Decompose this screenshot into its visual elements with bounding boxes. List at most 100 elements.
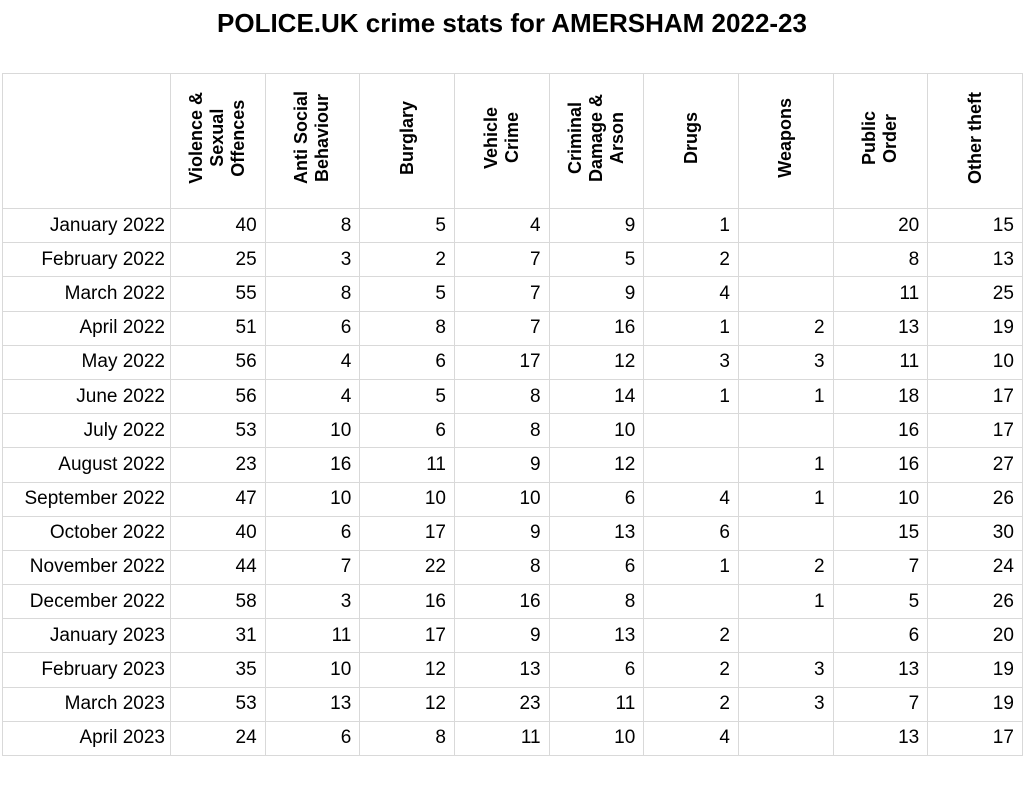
cell: 56: [170, 378, 266, 415]
cell: 22: [359, 549, 455, 586]
row-label: February 2022: [2, 242, 171, 278]
cell: [737, 276, 834, 312]
cell: 3: [737, 344, 834, 380]
cell: 5: [359, 207, 455, 244]
header-line: Sexual: [207, 108, 228, 168]
data-row: June 2022 56 4 5 8 14 1 1 18 17: [2, 378, 1023, 415]
data-row: July 2022 53 10 6 8 10 16 17: [2, 413, 1023, 449]
cell: 1: [643, 549, 739, 586]
cell: 16: [359, 584, 455, 620]
cell: 10: [548, 720, 645, 757]
cell: 19: [927, 686, 1023, 722]
cell: [737, 618, 834, 654]
data-row: March 2022 55 8 5 7 9 4 11 25: [2, 276, 1023, 312]
cell: 6: [832, 618, 929, 654]
cell: 13: [832, 720, 929, 757]
cell: 8: [264, 276, 361, 312]
cell: 9: [548, 207, 645, 244]
header-line: Damage &: [585, 93, 606, 183]
cell: 16: [832, 413, 929, 449]
cell: [737, 413, 834, 449]
cell: 11: [548, 686, 645, 722]
cell: 7: [453, 242, 550, 278]
row-label: May 2022: [2, 344, 171, 380]
data-row: August 2022 23 16 11 9 12 1 16 27: [2, 447, 1023, 483]
cell: 4: [453, 207, 550, 244]
data-row: January 2022 40 8 5 4 9 1 20 15: [2, 207, 1023, 244]
cell: 8: [264, 207, 361, 244]
cell: 16: [548, 310, 645, 346]
cell: 11: [832, 344, 929, 380]
cell: 12: [548, 344, 645, 380]
cell: 9: [453, 515, 550, 551]
cell: 2: [737, 549, 834, 586]
cell: 12: [548, 447, 645, 483]
cell: 40: [170, 515, 266, 551]
cell: 8: [359, 720, 455, 757]
cell: [737, 242, 834, 278]
data-row: February 2022 25 3 2 7 5 2 8 13: [2, 242, 1023, 278]
header-text: Weapons: [775, 98, 796, 178]
cell: 24: [927, 549, 1023, 586]
column-header: Weapons: [737, 73, 834, 209]
header-text: Burglary: [397, 101, 418, 175]
cell: [643, 584, 739, 620]
header-line: Vehicle: [480, 106, 501, 170]
cell: [643, 447, 739, 483]
cell: 17: [927, 413, 1023, 449]
header-text: Vehicle Crime: [481, 107, 523, 169]
cell: 11: [832, 276, 929, 312]
row-label: January 2023: [2, 618, 171, 654]
header-row: Violence & Sexual Offences Anti Social Behav…: [2, 73, 1023, 209]
cell: 10: [832, 481, 929, 517]
cell: 23: [170, 447, 266, 483]
cell: 4: [264, 344, 361, 380]
cell: 1: [737, 447, 834, 483]
cell: 13: [548, 618, 645, 654]
cell: 7: [264, 549, 361, 586]
header-line: Drugs: [680, 111, 701, 164]
cell: 2: [359, 242, 455, 278]
cell: 25: [927, 276, 1023, 312]
data-row: March 2023 53 13 12 23 11 2 3 7 19: [2, 686, 1023, 722]
cell: 11: [264, 618, 361, 654]
column-header: Public Order: [832, 73, 929, 209]
column-header: Other theft: [927, 73, 1023, 209]
header-line: Arson: [606, 112, 627, 165]
cell: 12: [359, 652, 455, 688]
column-header: Criminal Damage & Arson: [548, 73, 645, 209]
cell: 13: [832, 652, 929, 688]
header-line: Anti Social: [291, 91, 312, 185]
row-label: June 2022: [2, 378, 171, 415]
header-line: Behaviour: [312, 93, 333, 183]
cell: 47: [170, 481, 266, 517]
cell: 6: [264, 720, 361, 757]
cell: 10: [264, 413, 361, 449]
row-label: April 2023: [2, 720, 171, 757]
cell: 18: [832, 378, 929, 415]
cell: 10: [548, 413, 645, 449]
cell: 24: [170, 720, 266, 757]
cell: 14: [548, 378, 645, 415]
cell: 6: [359, 344, 455, 380]
cell: 1: [737, 584, 834, 620]
cell: 6: [548, 549, 645, 586]
data-row: October 2022 40 6 17 9 13 6 15 30: [2, 515, 1023, 551]
cell: 5: [548, 242, 645, 278]
cell: 9: [453, 447, 550, 483]
data-row: May 2022 56 4 6 17 12 3 3 11 10: [2, 344, 1023, 380]
cell: 6: [359, 413, 455, 449]
header-text: Drugs: [681, 112, 702, 164]
crime-table: Violence & Sexual Offences Anti Social Behav…: [2, 73, 1023, 757]
header-line: Crime: [501, 112, 522, 164]
cell: [737, 207, 834, 244]
cell: 12: [359, 686, 455, 722]
cell: 19: [927, 310, 1023, 346]
row-label: April 2022: [2, 310, 171, 346]
data-row: November 2022 44 7 22 8 6 1 2 7 24: [2, 549, 1023, 586]
cell: 7: [453, 310, 550, 346]
cell: 10: [453, 481, 550, 517]
cell: 13: [927, 242, 1023, 278]
cell: 4: [264, 378, 361, 415]
